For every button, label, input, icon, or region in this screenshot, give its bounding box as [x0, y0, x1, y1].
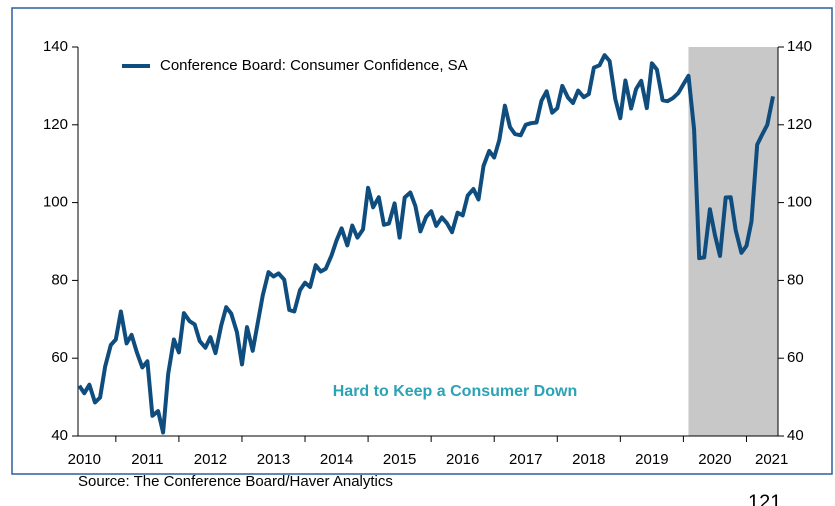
x-tick-label: 2021 [755, 451, 788, 468]
x-tick-label: 2017 [509, 451, 542, 468]
y2-tick-label: 60 [787, 349, 804, 366]
x-tick-label: 2011 [131, 451, 163, 468]
annotation: Hard to Keep a Consumer Down [333, 383, 577, 400]
y2-tick-label: 140 [787, 38, 812, 55]
x-tick-label: 2014 [320, 451, 353, 468]
x-tick-label: 2013 [257, 451, 290, 468]
x-tick-label: 2010 [68, 451, 101, 468]
y2-tick-label: 120 [787, 116, 812, 133]
x-tick-label: 2012 [194, 451, 227, 468]
page-number: 121 [748, 491, 781, 506]
x-tick-label: 2019 [635, 451, 668, 468]
x-tick-label: 2015 [383, 451, 416, 468]
y-tick-label: 140 [43, 38, 68, 55]
legend-label: Conference Board: Consumer Confidence, S… [160, 57, 468, 74]
y-tick-label: 120 [43, 116, 68, 133]
y2-tick-label: 80 [787, 271, 804, 288]
x-tick-label: 2020 [698, 451, 731, 468]
y2-tick-label: 40 [787, 427, 804, 444]
y2-tick-label: 100 [787, 194, 812, 211]
shaded-region [688, 47, 778, 436]
source: Source: The Conference Board/Haver Analy… [78, 473, 393, 490]
line-series [77, 53, 775, 435]
y-tick-label: 60 [51, 349, 68, 366]
frame [11, 7, 833, 475]
x-tick-label: 2016 [446, 451, 479, 468]
y-tick-label: 100 [43, 194, 68, 211]
y-tick-label: 40 [51, 427, 68, 444]
y-tick-label: 80 [51, 271, 68, 288]
x-tick-label: 2018 [572, 451, 605, 468]
